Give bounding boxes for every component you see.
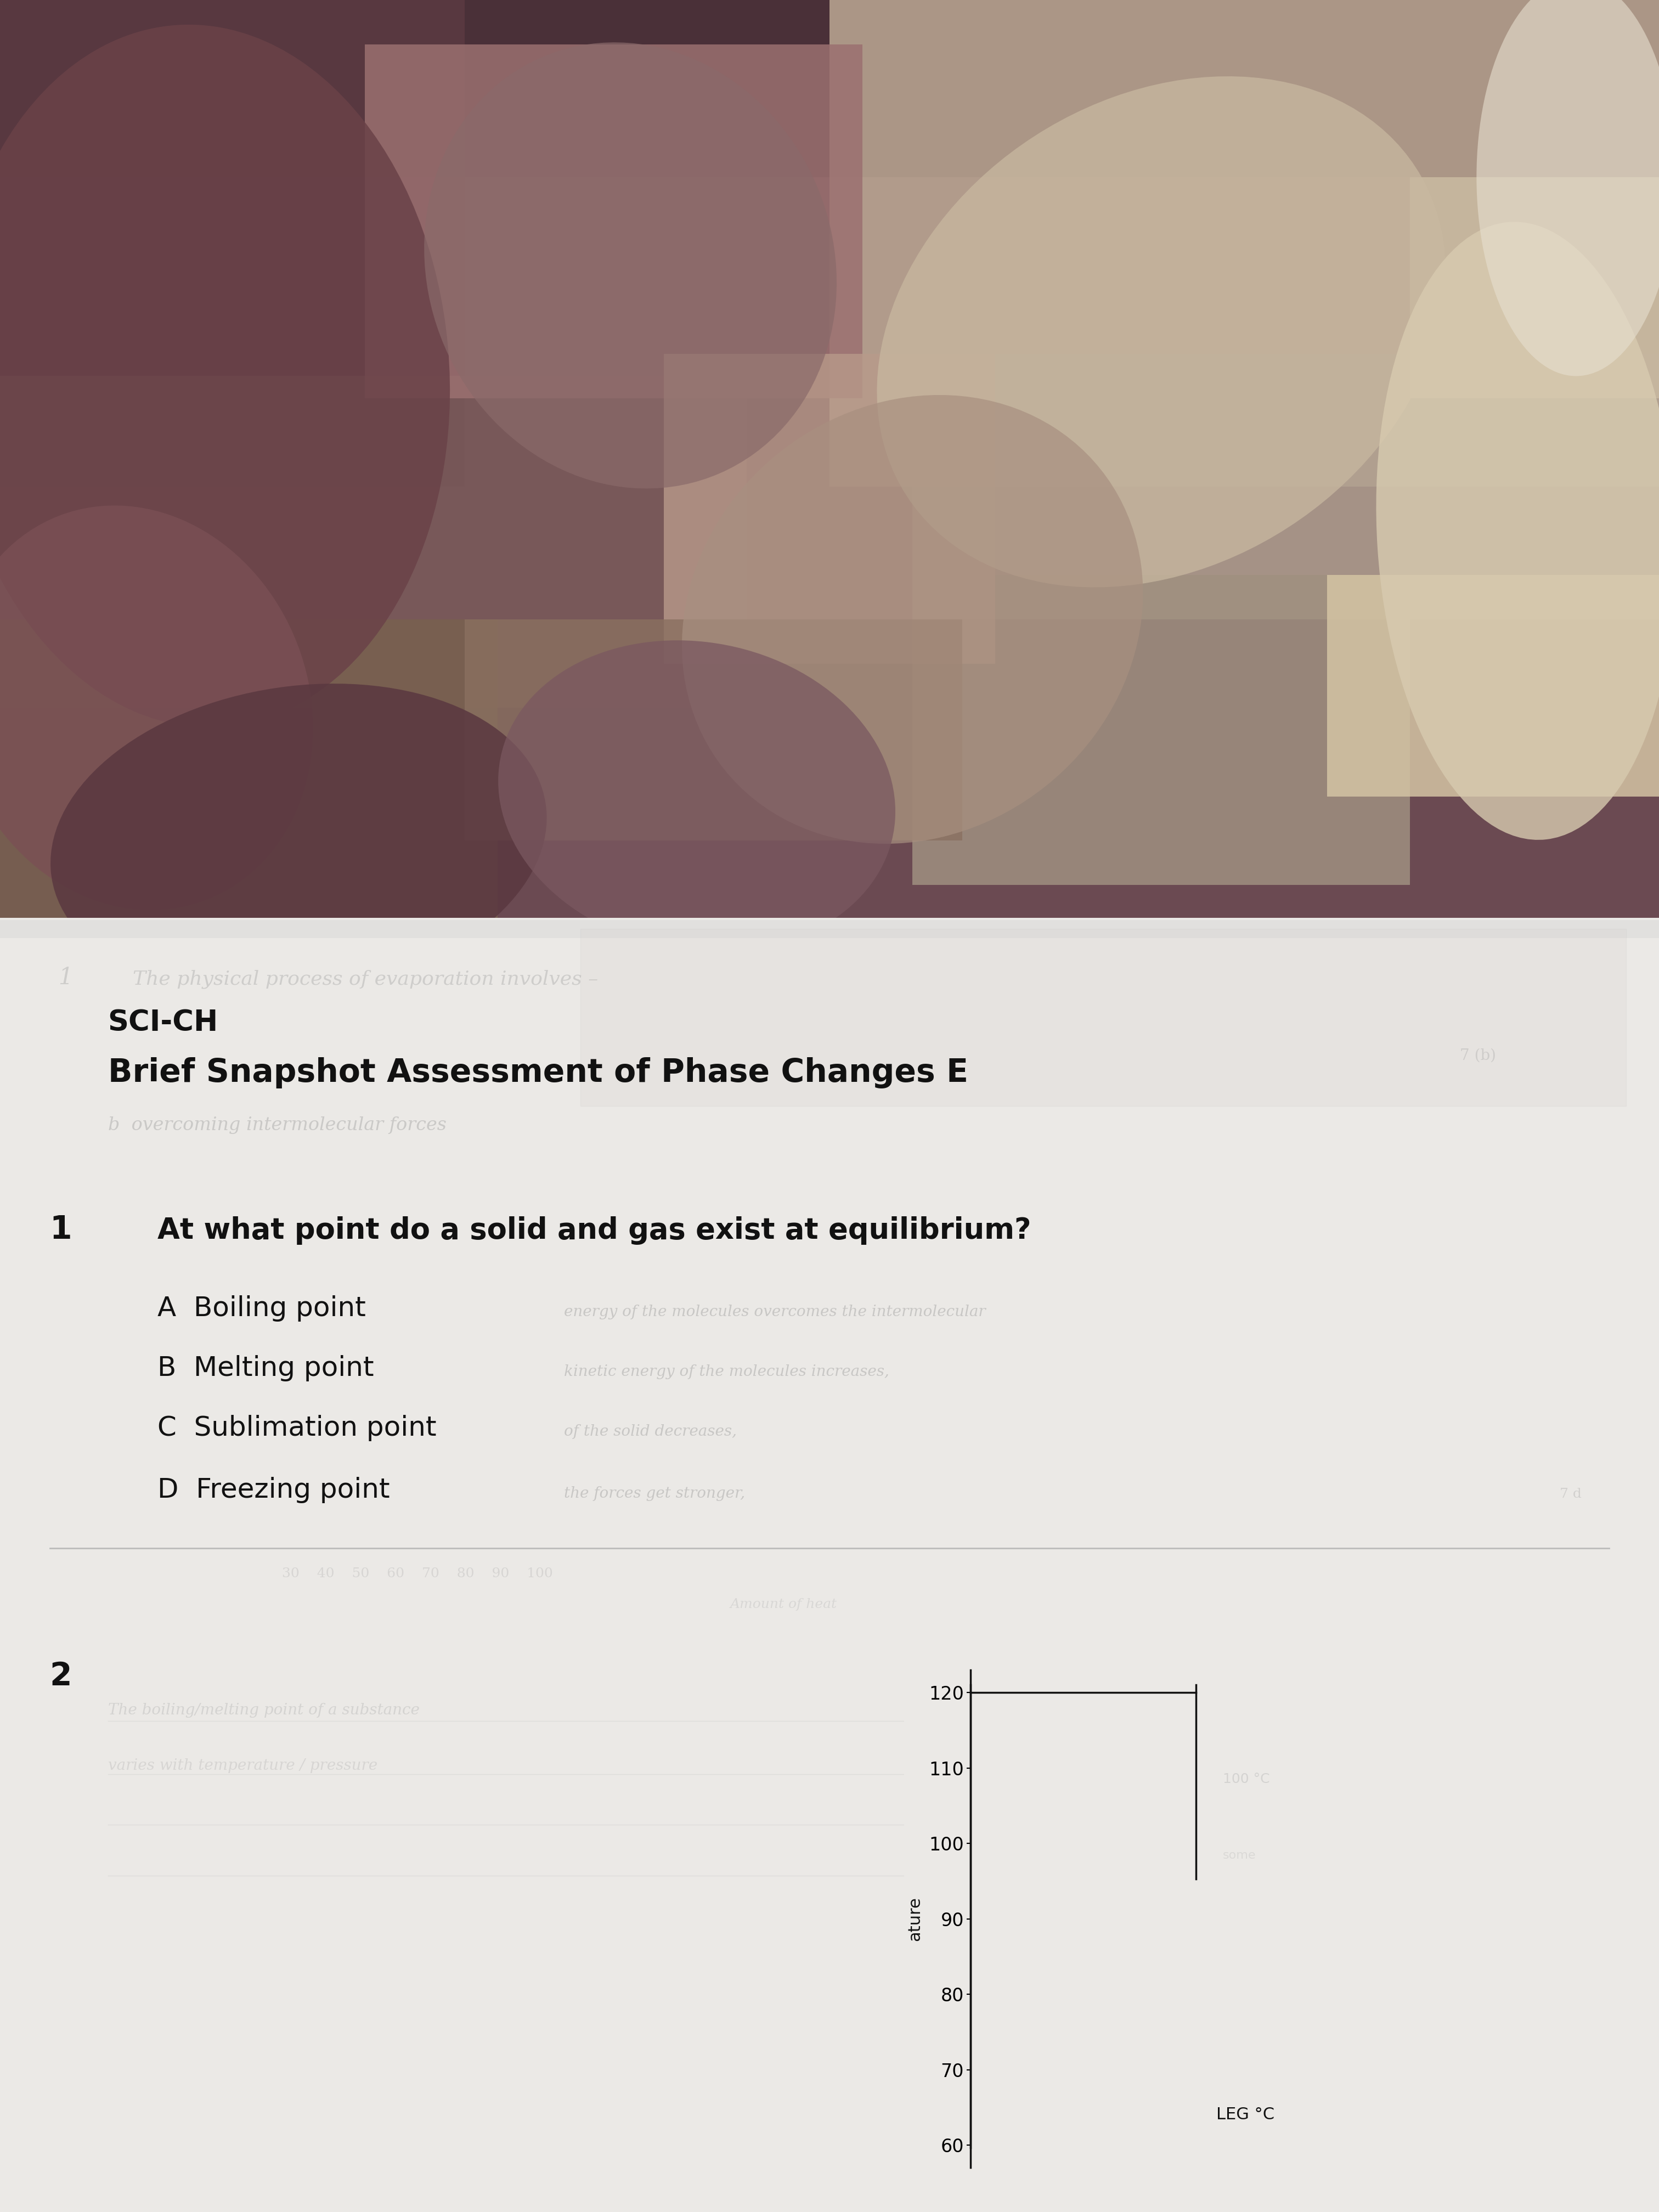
- Ellipse shape: [1477, 0, 1659, 376]
- Text: 100 °C: 100 °C: [1029, 1725, 1082, 1739]
- Text: The boiling/melting point of a substance: The boiling/melting point of a substance: [108, 1703, 420, 1717]
- Ellipse shape: [498, 639, 896, 953]
- Text: 7 (b): 7 (b): [1460, 1048, 1496, 1062]
- Bar: [365, 44, 863, 398]
- Text: Amount of heat: Amount of heat: [730, 1599, 836, 1610]
- Y-axis label: ature: ature: [907, 1896, 922, 1942]
- Ellipse shape: [1377, 221, 1659, 841]
- Ellipse shape: [0, 507, 314, 909]
- Text: 1: 1: [58, 967, 73, 989]
- Bar: [0, 920, 1659, 938]
- Bar: [664, 354, 995, 664]
- Ellipse shape: [682, 396, 1143, 843]
- Text: 2: 2: [50, 1661, 71, 1692]
- Text: some: some: [1223, 1849, 1256, 1860]
- Text: C  Sublimation point: C Sublimation point: [158, 1416, 436, 1440]
- Bar: [0, 376, 747, 708]
- Bar: [0, 0, 465, 487]
- Ellipse shape: [50, 684, 547, 998]
- Ellipse shape: [878, 75, 1445, 588]
- Bar: [830, 0, 1659, 487]
- Text: At what point do a solid and gas exist at equilibrium?: At what point do a solid and gas exist a…: [158, 1217, 1032, 1245]
- Text: SCI-CH: SCI-CH: [108, 1009, 219, 1037]
- Text: D  Freezing point: D Freezing point: [158, 1478, 390, 1502]
- Text: 7 d: 7 d: [1559, 1489, 1581, 1500]
- Text: Brief Snapshot Assessment of Phase Changes E: Brief Snapshot Assessment of Phase Chang…: [108, 1057, 969, 1088]
- Text: b  overcoming intermolecular forces: b overcoming intermolecular forces: [108, 1117, 446, 1135]
- Text: 30    40    50    60    70    80    90    100: 30 40 50 60 70 80 90 100: [282, 1568, 552, 1579]
- Text: 1: 1: [50, 1214, 71, 1245]
- Text: energy of the molecules overcomes the intermolecular: energy of the molecules overcomes the in…: [564, 1305, 985, 1318]
- Bar: [1327, 575, 1659, 796]
- Text: the forces get stronger,: the forces get stronger,: [564, 1486, 745, 1500]
- Text: A  Boiling point: A Boiling point: [158, 1296, 367, 1321]
- Text: varies with temperature / pressure: varies with temperature / pressure: [108, 1759, 377, 1772]
- Ellipse shape: [425, 42, 836, 489]
- Text: 100 °C: 100 °C: [1223, 1772, 1269, 1785]
- Text: 0.1 kPa s⁻¹: 0.1 kPa s⁻¹: [1029, 1674, 1112, 1688]
- Text: B  Melting point: B Melting point: [158, 1356, 373, 1380]
- Bar: [0, 0, 1659, 177]
- Bar: [465, 619, 962, 841]
- Bar: [0, 918, 1659, 2212]
- Bar: [581, 929, 1626, 1106]
- Bar: [912, 575, 1410, 885]
- Text: of the solid decreases,: of the solid decreases,: [564, 1425, 737, 1438]
- Bar: [1410, 177, 1659, 398]
- Bar: [0, 0, 1659, 929]
- Text: kinetic energy of the molecules increases,: kinetic energy of the molecules increase…: [564, 1365, 889, 1378]
- Text: The physical process of evaporation involves –: The physical process of evaporation invo…: [133, 969, 599, 989]
- Text: LEG °C: LEG °C: [1216, 2106, 1274, 2124]
- Bar: [0, 619, 498, 929]
- Ellipse shape: [0, 24, 450, 728]
- Bar: [912, 354, 1659, 619]
